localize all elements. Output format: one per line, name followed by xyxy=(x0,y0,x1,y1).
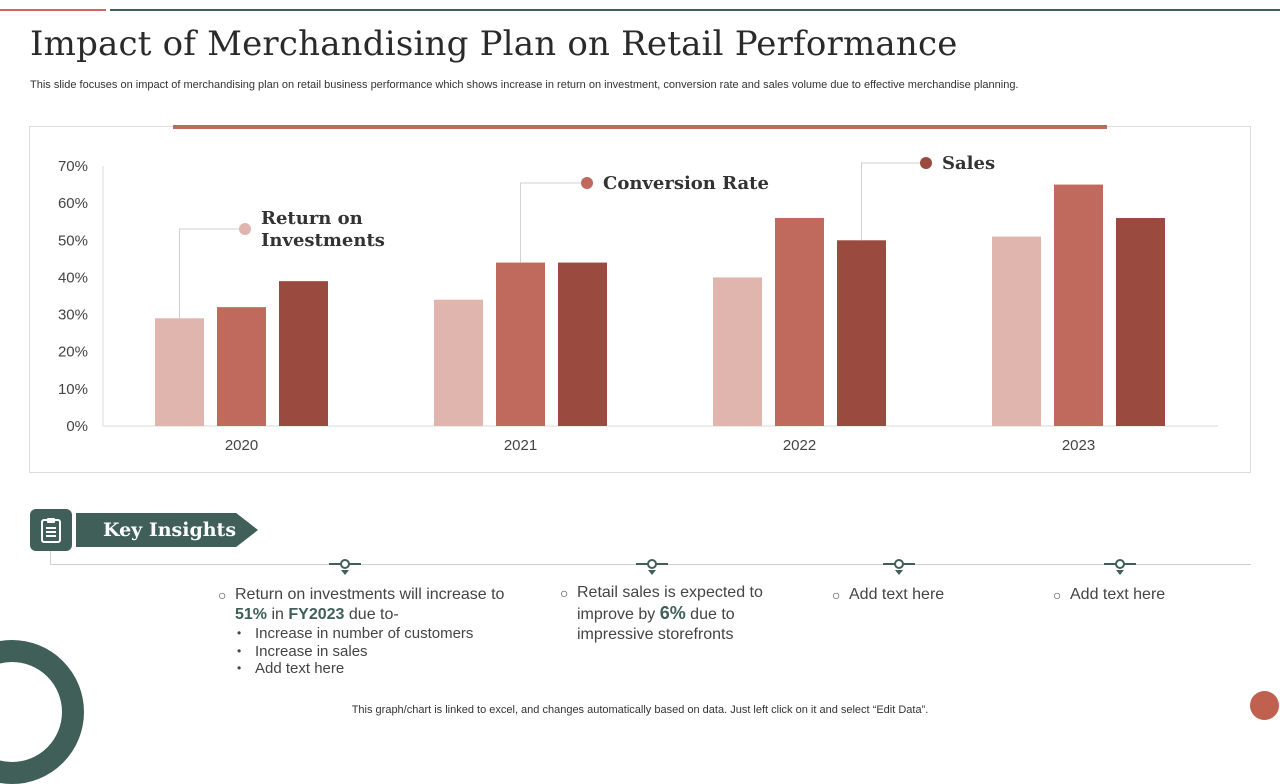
bar-2020-0 xyxy=(155,318,204,426)
timeline-marker-1 xyxy=(329,559,361,575)
insight-2-due: due to impressive storefronts xyxy=(577,606,735,643)
list-item: Increase in sales xyxy=(235,643,505,661)
y-tick-label: 40% xyxy=(58,269,88,286)
decorative-dot xyxy=(1250,691,1279,720)
series-label: Return on xyxy=(261,208,363,229)
y-tick-label: 20% xyxy=(58,344,88,361)
insight-1: ○ Return on investments will increase to… xyxy=(218,585,505,678)
bar-2022-0 xyxy=(713,277,762,426)
timeline-marker-2 xyxy=(636,559,668,575)
insight-3-text: Add text here xyxy=(849,586,945,603)
x-tick-label: 2023 xyxy=(1062,437,1095,454)
insight-1-bullets: Increase in number of customers Increase… xyxy=(235,625,505,678)
slide-subtitle: This slide focuses on impact of merchand… xyxy=(30,79,1019,91)
list-item: Increase in number of customers xyxy=(235,625,505,643)
bars xyxy=(155,184,1165,426)
bar-2023-2 xyxy=(1116,218,1165,426)
insight-1-due: due to- xyxy=(348,606,399,623)
bar-2020-1 xyxy=(217,307,266,426)
callout-dot xyxy=(920,157,932,169)
y-axis: 0% 10% 20% 30% 40% 50% 60% 70% xyxy=(58,158,104,435)
x-axis: 2020 2021 2022 2023 xyxy=(103,425,1218,454)
insight-1-in: in xyxy=(271,606,284,623)
y-tick-label: 60% xyxy=(58,195,88,212)
top-accent-line-green xyxy=(110,9,1280,11)
insight-1-year: FY2023 xyxy=(288,606,345,623)
bar-chart[interactable]: 0% 10% 20% 30% 40% 50% 60% 70% 2020 2021 2022 2023… xyxy=(0,0,1280,480)
y-tick-label: 50% xyxy=(58,232,88,249)
series-label: Sales xyxy=(942,153,995,174)
timeline-marker-3 xyxy=(883,559,915,575)
circle-bullet-icon: ○ xyxy=(560,585,569,601)
insight-4-text: Add text here xyxy=(1070,586,1166,603)
bar-2021-1 xyxy=(496,262,545,426)
insight-1-text: Return on investments will increase to xyxy=(235,586,505,603)
bar-2023-1 xyxy=(1054,184,1103,426)
bar-2022-2 xyxy=(837,240,886,426)
footer-note: This graph/chart is linked to excel, and… xyxy=(351,704,929,716)
y-tick-label: 0% xyxy=(66,418,88,435)
timeline-marker-4 xyxy=(1104,559,1136,575)
key-insights-banner: Key Insights xyxy=(76,513,258,547)
top-accent-line-red xyxy=(0,9,106,11)
timeline-connector xyxy=(50,551,51,565)
list-item: Add text here xyxy=(235,660,505,678)
decorative-arc xyxy=(0,640,84,784)
x-tick-label: 2020 xyxy=(225,437,258,454)
circle-bullet-icon: ○ xyxy=(832,587,841,603)
circle-bullet-icon: ○ xyxy=(218,587,227,603)
insight-3: ○ Add text here xyxy=(832,585,989,605)
callout-leader-line xyxy=(179,228,245,319)
insight-2-percent: 6% xyxy=(659,603,686,623)
y-tick-label: 70% xyxy=(58,158,88,175)
x-tick-label: 2021 xyxy=(504,437,537,454)
y-tick-label: 10% xyxy=(58,381,88,398)
bar-2022-1 xyxy=(775,218,824,426)
callout-leader-line xyxy=(520,182,587,263)
slide-title: Impact of Merchandising Plan on Retail P… xyxy=(30,24,958,64)
callout-leader-line xyxy=(861,162,926,241)
insight-1-percent: 51% xyxy=(235,606,268,623)
bar-2021-0 xyxy=(434,299,483,426)
callout-dot xyxy=(239,223,251,235)
chart-top-bar xyxy=(173,125,1107,129)
bar-2023-0 xyxy=(992,236,1041,426)
series-label: Conversion Rate xyxy=(603,173,769,194)
callout-dot xyxy=(581,177,593,189)
x-tick-label: 2022 xyxy=(783,437,816,454)
bar-2021-2 xyxy=(558,262,607,426)
insight-4: ○ Add text here xyxy=(1053,585,1210,605)
circle-bullet-icon: ○ xyxy=(1053,587,1062,603)
insight-2-text: Retail sales is expected to improve by xyxy=(577,584,763,623)
bar-2020-2 xyxy=(279,281,328,426)
clipboard-icon xyxy=(30,509,72,551)
insight-2: ○ Retail sales is expected to improve by… xyxy=(560,583,782,645)
series-label: Investments xyxy=(261,230,385,251)
y-tick-label: 30% xyxy=(58,307,88,324)
